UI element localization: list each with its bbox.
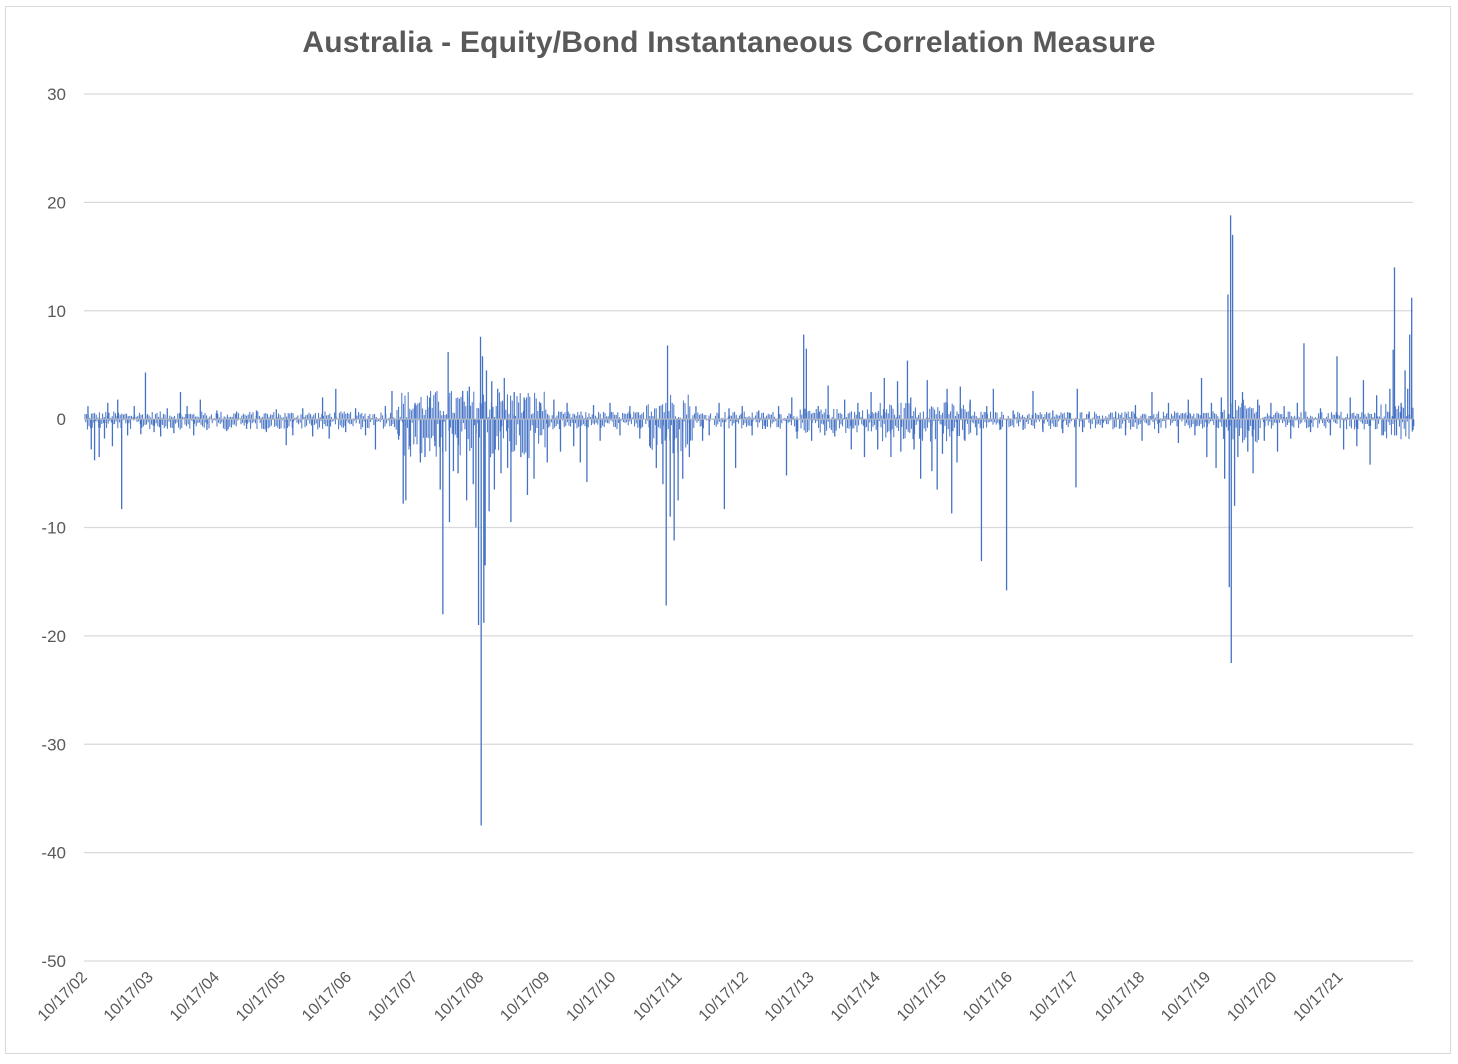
y-tick-label: -10 (41, 519, 66, 538)
y-tick-label: -50 (41, 952, 66, 971)
x-tick-label: 10/17/17 (1026, 969, 1082, 1025)
y-tick-label: 30 (47, 85, 66, 104)
x-tick-label: 10/17/05 (233, 969, 289, 1025)
gridlines (84, 93, 1413, 962)
x-tick-label: 10/17/06 (299, 969, 355, 1025)
x-axis: 10/17/02 10/17/03 10/17/04 10/17/05 10/17/06… (35, 969, 1347, 1025)
bar-noise (84, 390, 1415, 459)
x-tick-label: 10/17/09 (497, 969, 553, 1025)
x-tick-label: 10/17/13 (762, 969, 818, 1025)
chart-title: Australia - Equity/Bond Instantaneous Co… (302, 26, 1156, 59)
x-tick-label: 10/17/10 (563, 969, 619, 1025)
x-tick-label: 10/17/07 (365, 969, 421, 1025)
y-tick-label: 10 (47, 302, 66, 321)
y-tick-label: -30 (41, 735, 66, 754)
data-bars (84, 215, 1414, 826)
x-tick-label: 10/17/20 (1224, 969, 1280, 1025)
x-tick-label: 10/17/14 (828, 969, 884, 1025)
y-tick-label: -20 (41, 627, 66, 646)
x-tick-label: 10/17/12 (696, 969, 752, 1025)
y-tick-label: 20 (47, 193, 66, 212)
chart-frame (5, 6, 1451, 1054)
x-tick-label: 10/17/19 (1158, 969, 1214, 1025)
x-tick-label: 10/17/08 (431, 969, 487, 1025)
y-tick-label: -40 (41, 844, 66, 863)
y-axis: 30 20 10 0 -10 -20 -30 -40 -50 (41, 85, 66, 971)
x-tick-label: 10/17/04 (167, 969, 223, 1025)
x-tick-label: 10/17/11 (630, 969, 685, 1024)
x-tick-label: 10/17/03 (101, 969, 157, 1025)
x-tick-label: 10/17/18 (1092, 969, 1148, 1025)
x-tick-label: 10/17/16 (960, 969, 1016, 1025)
x-tick-label: 10/17/15 (894, 969, 950, 1025)
x-tick-label: 10/17/21 (1290, 969, 1346, 1025)
x-tick-label: 10/17/02 (35, 969, 91, 1025)
y-tick-label: 0 (57, 410, 66, 429)
